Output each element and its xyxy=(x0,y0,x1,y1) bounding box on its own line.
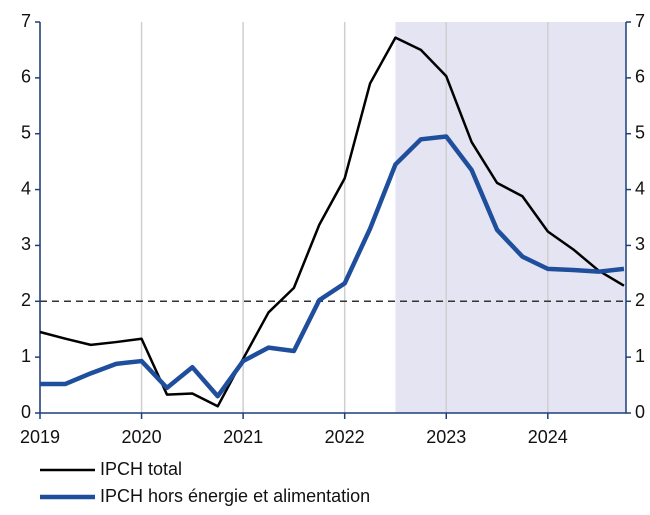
y-tick-label: 1 xyxy=(21,346,31,366)
series-line xyxy=(40,134,625,399)
x-tick-label: 2022 xyxy=(325,427,365,447)
x-tick-label: 2020 xyxy=(122,427,162,447)
y-tick-label: 4 xyxy=(21,178,31,198)
x-tick-label: 2019 xyxy=(20,427,60,447)
y-tick-label: 6 xyxy=(21,67,31,87)
legend-label: IPCH total xyxy=(100,459,182,479)
projection-shade xyxy=(395,22,626,413)
y2-tick-label: 5 xyxy=(635,122,645,142)
y-tick-label: 3 xyxy=(21,234,31,254)
legend-label: IPCH hors énergie et alimentation xyxy=(100,486,370,506)
y2-tick-label: 0 xyxy=(635,402,645,422)
y-tick-label: 2 xyxy=(21,290,31,310)
series-line xyxy=(39,36,625,408)
y2-tick-label: 2 xyxy=(635,290,645,310)
y2-tick-label: 6 xyxy=(635,67,645,87)
y2-tick-label: 4 xyxy=(635,178,645,198)
axis-frame xyxy=(39,22,627,414)
y-tick-label: 5 xyxy=(21,122,31,142)
y2-tick-label: 3 xyxy=(635,234,645,254)
x-tick-label: 2024 xyxy=(528,427,568,447)
x-tick-label: 2021 xyxy=(223,427,263,447)
x-tick-label: 2023 xyxy=(426,427,466,447)
y2-tick-label: 1 xyxy=(635,346,645,366)
y-tick-label: 0 xyxy=(21,402,31,422)
y-tick-label: 7 xyxy=(21,11,31,31)
y2-tick-label: 7 xyxy=(635,11,645,31)
